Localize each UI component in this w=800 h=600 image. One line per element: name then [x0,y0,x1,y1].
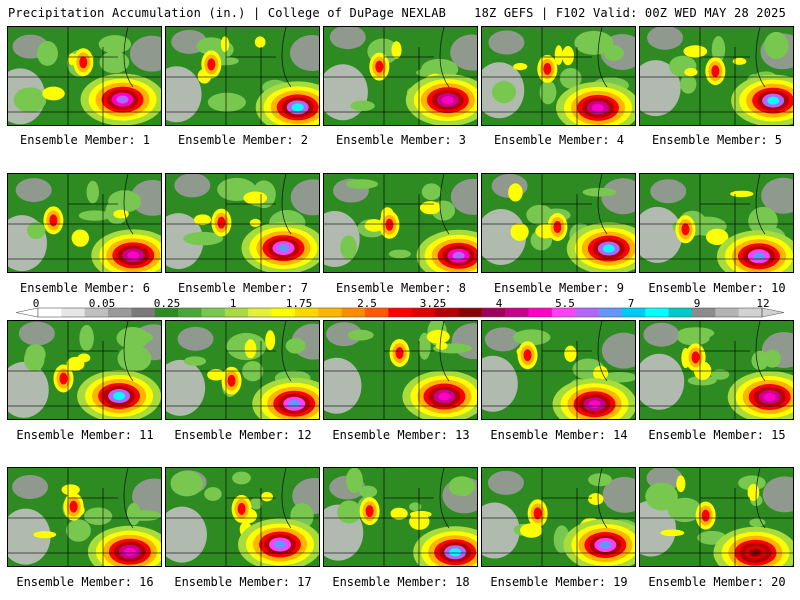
ensemble-member-label: Ensemble Member: 12 [174,428,312,442]
colorbar-swatch [621,308,646,317]
ensemble-member-panel [165,26,320,126]
ensemble-member-panel [323,26,478,126]
ensemble-member-label: Ensemble Member: 5 [651,133,783,147]
ensemble-member-panel [165,173,320,273]
colorbar-swatch [691,308,716,317]
colorbar-swatch [435,308,459,317]
colorbar-tick-label: 1 [229,297,237,310]
colorbar-swatch [108,308,132,317]
colorbar-swatch [178,308,202,317]
ensemble-member-panel [165,467,320,567]
colorbar-swatch [575,308,600,317]
ensemble-member-label: Ensemble Member: 20 [648,575,786,589]
ensemble-member-label: Ensemble Member: 10 [648,281,786,295]
ensemble-member-label: Ensemble Member: 15 [648,428,786,442]
colorbar-swatch [84,308,109,317]
ensemble-member-panel [7,320,162,420]
ensemble-member-panel [481,467,636,567]
ensemble-member-panel [481,320,636,420]
colorbar-swatch [598,308,623,317]
chart-title: Precipitation Accumulation (in.) | Colle… [8,6,447,20]
colorbar-tick-label: 0 [32,297,40,310]
colorbar-swatch [38,308,62,317]
colorbar-swatch [645,308,670,317]
ensemble-member-label: Ensemble Member: 17 [174,575,312,589]
ensemble-member-panel [639,173,794,273]
colorbar-swatch [505,308,529,317]
ensemble-member-label: Ensemble Member: 4 [493,133,625,147]
colorbar-swatch [131,308,156,317]
colorbar-tick-label: 12 [756,297,770,310]
colorbar-tick-label: 2.5 [357,297,377,310]
colorbar-swatch [271,308,296,317]
ensemble-member-label: Ensemble Member: 18 [332,575,470,589]
model-run-info: 18Z GEFS | F102 Valid: 00Z WED MAY 28 20… [474,6,786,20]
ensemble-member-panel [323,173,478,273]
ensemble-member-label: Ensemble Member: 1 [19,133,151,147]
colorbar-swatch [248,308,273,317]
ensemble-member-label: Ensemble Member: 9 [493,281,625,295]
ensemble-member-panel [323,467,478,567]
ensemble-member-panel [323,320,478,420]
ensemble-member-panel [7,467,162,567]
colorbar-tick-label: 0.25 [153,297,181,310]
ensemble-member-label: Ensemble Member: 3 [335,133,467,147]
ensemble-member-panel [639,320,794,420]
colorbar-swatch [551,308,576,317]
colorbar-tick-label: 7 [627,297,635,310]
colorbar-swatch [294,308,319,317]
ensemble-member-panel [165,320,320,420]
ensemble-member-label: Ensemble Member: 11 [16,428,154,442]
ensemble-member-label: Ensemble Member: 8 [335,281,467,295]
ensemble-member-label: Ensemble Member: 2 [177,133,309,147]
ensemble-member-panel [7,26,162,126]
ensemble-member-label: Ensemble Member: 13 [332,428,470,442]
colorbar-swatch [411,308,436,317]
colorbar-tick-label: 1.75 [285,297,313,310]
colorbar-swatch [715,308,740,317]
colorbar-swatch [738,308,763,317]
ensemble-member-panel [481,173,636,273]
ensemble-member-panel [639,26,794,126]
ensemble-member-panel [639,467,794,567]
colorbar-swatch [668,308,693,317]
colorbar-swatch [201,308,226,317]
colorbar-swatch [458,308,483,317]
colorbar-tick-label: 3.25 [419,297,447,310]
colorbar-swatch [481,308,506,317]
colorbar-swatch [341,308,366,317]
colorbar-swatch [528,308,553,317]
ensemble-member-label: Ensemble Member: 14 [490,428,628,442]
ensemble-member-label: Ensemble Member: 7 [177,281,309,295]
colorbar-swatch [61,308,86,317]
ensemble-member-panel [7,173,162,273]
colorbar-swatch [154,308,179,317]
colorbar-swatch [318,308,343,317]
colorbar-tick-label: 5.5 [555,297,575,310]
ensemble-member-label: Ensemble Member: 16 [16,575,154,589]
colorbar [15,307,785,318]
ensemble-member-panel [481,26,636,126]
colorbar-tick-label: 9 [693,297,701,310]
colorbar-swatch [388,308,413,317]
ensemble-member-label: Ensemble Member: 19 [490,575,628,589]
colorbar-tick-label: 4 [495,297,503,310]
colorbar-swatch [224,308,249,317]
colorbar-swatch [364,308,389,317]
colorbar-tick-label: 0.05 [88,297,116,310]
ensemble-member-label: Ensemble Member: 6 [19,281,151,295]
